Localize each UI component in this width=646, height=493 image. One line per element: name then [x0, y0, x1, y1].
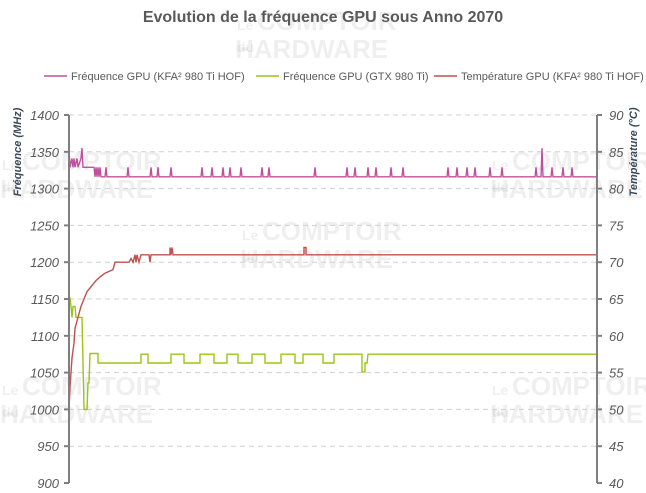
watermark-text: Le — [237, 17, 254, 33]
series-line — [68, 246, 596, 410]
legend-label: Température GPU (KFA² 980 Ti HOF) — [461, 71, 644, 83]
watermark-text: COMPTOIR — [512, 371, 646, 401]
watermark-text: Le — [2, 157, 19, 173]
legend: Fréquence GPU (KFA² 980 Ti HOF) Fréquence… — [44, 71, 644, 83]
watermark-text: du — [237, 39, 254, 55]
legend-label: Fréquence GPU (KFA² 980 Ti HOF) — [71, 71, 245, 83]
right-tick-label: 40 — [609, 476, 624, 491]
watermark-text: COMPTOIR — [512, 146, 646, 176]
legend-item: Fréquence GPU (GTX 980 Ti) — [256, 71, 429, 83]
watermark-text: du — [2, 179, 19, 195]
left-tick-label: 1100 — [31, 329, 60, 344]
right-tick-label: 55 — [609, 366, 624, 381]
watermark-text: COMPTOIR — [257, 6, 397, 36]
left-tick-label: 1200 — [30, 255, 60, 270]
chart-title: Evolution de la fréquence GPU sous Anno … — [143, 9, 503, 26]
right-tick-label: 45 — [609, 439, 624, 454]
watermark-text: HARDWARE — [490, 399, 643, 429]
watermark-text: COMPTOIR — [22, 371, 162, 401]
legend-item: Température GPU (KFA² 980 Ti HOF) — [434, 71, 644, 83]
watermark-text: Le — [492, 157, 509, 173]
right-tick-label: 90 — [609, 108, 624, 123]
left-tick-label: 1000 — [30, 402, 60, 417]
watermark-text: HARDWARE — [235, 34, 388, 64]
left-tick-label: 1300 — [30, 182, 60, 197]
legend-label: Fréquence GPU (GTX 980 Ti) — [283, 71, 429, 83]
left-tick-label: 900 — [37, 476, 59, 491]
left-tick-label: 1150 — [31, 292, 60, 307]
right-tick-label: 85 — [609, 145, 624, 160]
watermark-text: HARDWARE — [240, 244, 393, 274]
left-tick-label: 1400 — [30, 108, 60, 123]
watermark-text: COMPTOIR — [262, 216, 402, 246]
watermark-text: Le — [2, 382, 19, 398]
watermark-text: du — [242, 249, 259, 265]
right-tick-label: 60 — [609, 329, 624, 344]
right-axis-ticks: 40 45 50 55 60 65 70 75 80 85 90 — [597, 108, 624, 491]
watermark-text: du — [492, 404, 509, 420]
right-tick-label: 75 — [609, 218, 624, 233]
watermark-text: du — [2, 404, 19, 420]
left-axis-label: Fréquence (MHz) — [12, 107, 24, 196]
watermark-text: Le — [492, 382, 509, 398]
right-tick-label: 70 — [609, 255, 624, 270]
watermark-text: du — [492, 179, 509, 195]
series-line — [68, 148, 596, 178]
left-tick-label: 950 — [37, 439, 59, 454]
right-axis-label: Température (°C) — [628, 107, 640, 196]
left-axis-ticks: 900 950 1000 1050 1100 1150 1200 1250 1300 1350 14… — [30, 108, 69, 491]
left-tick-label: 1350 — [30, 145, 60, 160]
watermark-text: COMPTOIR — [22, 146, 162, 176]
watermark-text: Le — [242, 227, 259, 243]
series-line — [68, 297, 596, 411]
left-tick-label: 1250 — [30, 218, 60, 233]
watermark-text: HARDWARE — [0, 399, 153, 429]
legend-item: Fréquence GPU (KFA² 980 Ti HOF) — [44, 71, 245, 83]
gridlines — [69, 114, 597, 447]
right-tick-label: 80 — [609, 182, 624, 197]
left-tick-label: 1050 — [30, 366, 60, 381]
right-tick-label: 50 — [609, 402, 624, 417]
right-tick-label: 65 — [609, 292, 624, 307]
series-lines — [68, 148, 596, 411]
